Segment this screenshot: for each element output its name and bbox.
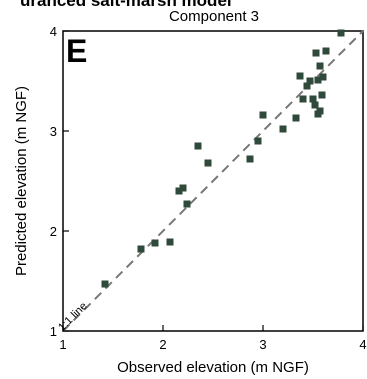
y-axis-label: Predicted elevation (m NGF) [13,86,30,276]
y-tick-label-2: 2 [50,224,57,239]
plot-frame [62,30,364,332]
data-point-25 [316,107,324,115]
data-point-1 [101,280,109,288]
data-point-29 [337,29,345,37]
data-point-18 [306,77,314,85]
one-to-one-line-label: 1:1 line [56,300,90,334]
data-point-3 [151,239,159,247]
cropped-figure-title: uranced salt-marsh model [20,0,232,10]
data-point-4 [166,238,174,246]
y-tick-label-3: 3 [50,124,57,139]
data-point-11 [254,137,262,145]
chart-title: Component 3 [169,8,259,25]
data-point-8 [194,142,202,150]
data-point-20 [311,101,319,109]
data-point-17 [303,82,311,90]
data-point-5 [175,187,183,195]
data-point-6 [179,184,187,192]
data-point-22 [314,76,322,84]
data-point-14 [292,114,300,122]
x-axis-label: Observed elevation (m NGF) [117,359,309,376]
panel-label: E [66,33,87,69]
data-point-24 [316,62,324,70]
data-point-9 [204,159,212,167]
x-tick-label-4: 4 [359,337,366,352]
data-point-7 [183,200,191,208]
y-tick-label-4: 4 [50,24,57,39]
x-tick-label-3: 3 [259,337,266,352]
data-point-27 [319,73,327,81]
data-point-15 [296,72,304,80]
data-point-10 [246,155,254,163]
y-tick-label-1: 1 [50,324,57,339]
data-point-26 [318,91,326,99]
data-point-21 [312,49,320,57]
data-point-12 [259,111,267,119]
x-tick-label-2: 2 [159,337,166,352]
data-point-13 [279,125,287,133]
data-point-2 [137,245,145,253]
data-point-16 [299,95,307,103]
x-tick-label-1: 1 [59,337,66,352]
data-point-19 [309,95,317,103]
data-point-28 [322,47,330,55]
